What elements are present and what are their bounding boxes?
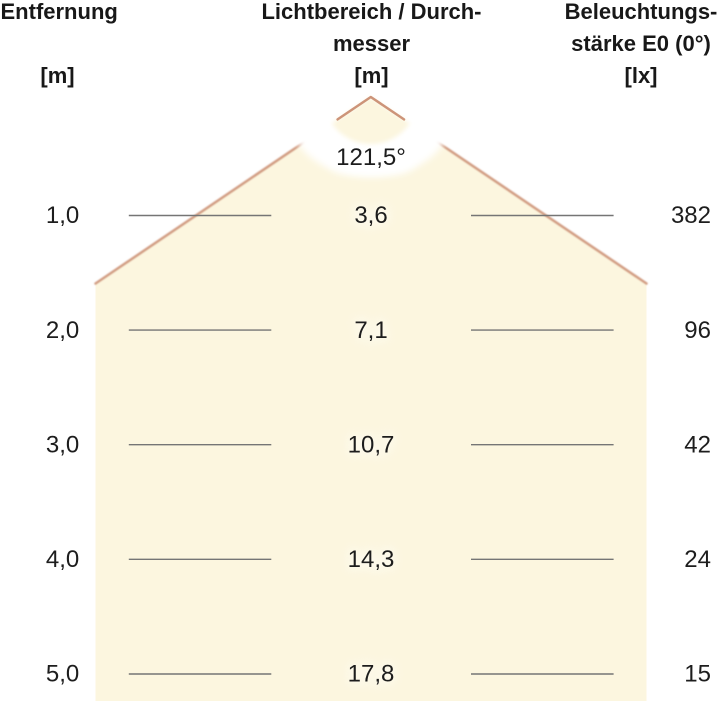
- svg-text:[m]: [m]: [40, 63, 74, 88]
- svg-text:[lx]: [lx]: [625, 63, 658, 88]
- svg-text:stärke E0 (0°): stärke E0 (0°): [571, 31, 711, 56]
- svg-text:10,7: 10,7: [348, 431, 395, 458]
- svg-text:10,7: 10,7: [348, 431, 395, 458]
- svg-text:96: 96: [684, 317, 711, 344]
- svg-text:5,0: 5,0: [46, 661, 79, 688]
- svg-text:Lichtbereich / Durch-: Lichtbereich / Durch-: [261, 0, 481, 24]
- svg-text:3,0: 3,0: [46, 431, 79, 458]
- svg-text:17,8: 17,8: [348, 661, 395, 688]
- svg-text:14,3: 14,3: [348, 546, 395, 573]
- svg-text:Beleuchtungs-: Beleuchtungs-: [565, 0, 718, 24]
- svg-text:[m]: [m]: [354, 63, 388, 88]
- svg-text:1,0: 1,0: [46, 202, 79, 229]
- svg-text:7,1: 7,1: [354, 317, 387, 344]
- svg-text:42: 42: [684, 431, 711, 458]
- svg-text:3,6: 3,6: [354, 202, 387, 229]
- svg-text:15: 15: [684, 661, 711, 688]
- svg-text:14,3: 14,3: [348, 546, 395, 573]
- svg-text:2,0: 2,0: [46, 317, 79, 344]
- svg-text:4,0: 4,0: [46, 546, 79, 573]
- svg-text:24: 24: [684, 546, 711, 573]
- svg-text:7,1: 7,1: [354, 317, 387, 344]
- svg-text:messer: messer: [333, 31, 411, 56]
- svg-text:Entfernung: Entfernung: [1, 0, 118, 24]
- svg-text:17,8: 17,8: [348, 661, 395, 688]
- svg-text:382: 382: [671, 202, 711, 229]
- svg-text:121,5°: 121,5°: [336, 144, 406, 171]
- svg-text:3,6: 3,6: [354, 202, 387, 229]
